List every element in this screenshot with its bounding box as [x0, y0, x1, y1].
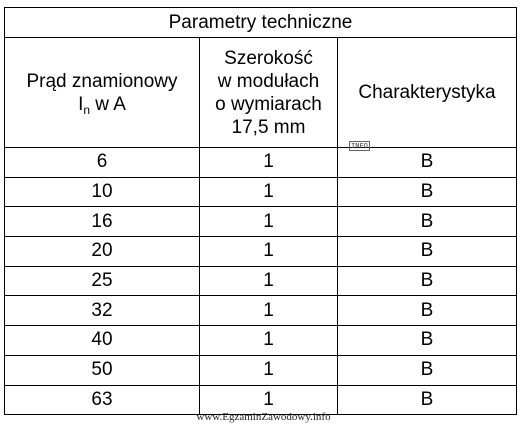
- unit: w A: [90, 93, 126, 115]
- header-text: 17,5 mm: [231, 116, 306, 138]
- table-cell: 1: [199, 147, 338, 178]
- table-cell: B: [336, 176, 518, 208]
- header-text: o wymiarach: [215, 93, 322, 115]
- footer: www.EgzaminZawodowy.info: [196, 411, 331, 423]
- table-cell: B: [336, 236, 518, 267]
- symbol: I: [78, 93, 84, 115]
- table-title: Parametry techniczne: [3, 7, 518, 38]
- table-cell: 20: [4, 236, 200, 267]
- header-text: In w A: [5, 93, 199, 116]
- table-cell: 50: [4, 354, 200, 386]
- title-row: Parametry techniczne: [3, 7, 518, 38]
- header-row: Prąd znamionowy In w A Szerokość w moduła…: [4, 37, 518, 148]
- table-cell: B: [336, 265, 518, 297]
- table-cell: 1: [199, 295, 338, 327]
- header-cell: Szerokość w modułach o wymiarach 17,5 mm: [199, 37, 338, 148]
- table-cell: 10: [4, 176, 200, 208]
- table-row: 25 1 B: [4, 265, 518, 297]
- header-cell: Charakterystyka: [336, 37, 518, 148]
- table-cell: 1: [199, 176, 338, 208]
- table-row: 40 1 B: [4, 325, 518, 356]
- table-row: 10 1 B: [4, 176, 518, 208]
- table-row: 63 1 B: [4, 384, 518, 416]
- table-cell: 40: [4, 325, 200, 356]
- table-cell: 1: [199, 206, 338, 238]
- table-cell: 1: [199, 265, 338, 297]
- table-cell: 6: [4, 147, 200, 178]
- header-text: Prąd znamionowy: [26, 70, 178, 92]
- parameters-table: Parametry techniczne Prąd znamionowy In …: [3, 7, 518, 416]
- table-row: 20 1 B: [4, 236, 518, 267]
- table-cell: 1: [199, 325, 338, 356]
- info-icon: INFO: [349, 141, 370, 151]
- header-text: Szerokość: [224, 47, 313, 69]
- table-row: 16 1 B: [4, 206, 518, 238]
- subscript: n: [83, 102, 91, 117]
- table-cell: 16: [4, 206, 200, 238]
- table-cell: B: [336, 354, 518, 386]
- header-cell: Prąd znamionowy In w A: [4, 37, 200, 148]
- table-cell: 1: [199, 236, 338, 267]
- table-cell: 63: [4, 384, 200, 416]
- table-cell: B: [336, 295, 518, 327]
- table-cell: B: [336, 384, 518, 416]
- table-cell: 25: [4, 265, 200, 297]
- table-cell: 1: [199, 354, 338, 386]
- table-row: 32 1 B: [4, 295, 518, 327]
- table-cell: B: [336, 147, 518, 178]
- table-row: 50 1 B: [4, 354, 518, 386]
- table-cell: B: [336, 206, 518, 238]
- table-cell: 1: [199, 384, 338, 416]
- table-cell: 32: [4, 295, 200, 327]
- table-cell: B: [336, 325, 518, 356]
- header-text: w modułach: [217, 70, 320, 92]
